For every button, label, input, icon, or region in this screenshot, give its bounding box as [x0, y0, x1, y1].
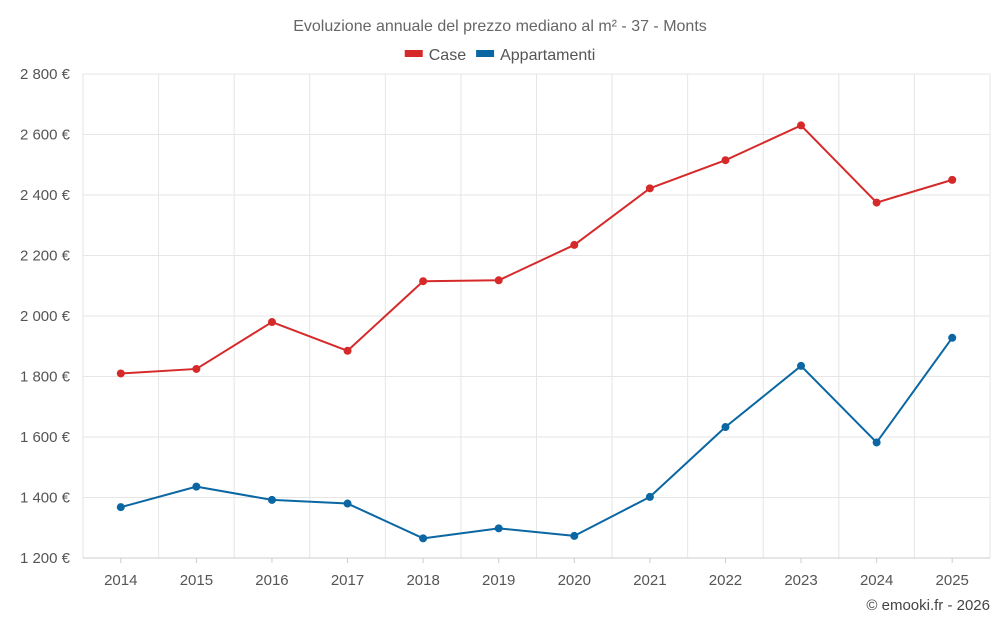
legend-item-case[interactable]: Case: [404, 47, 466, 64]
x-tick-label: 2025: [936, 572, 969, 589]
x-tick-label: 2022: [709, 572, 742, 589]
y-tick-label: 1 400 €: [20, 490, 71, 507]
data-point-case[interactable]: [797, 121, 806, 130]
x-tick-label: 2018: [406, 572, 439, 589]
data-point-case[interactable]: [570, 240, 579, 249]
data-point-case[interactable]: [872, 198, 881, 207]
x-tick-label: 2014: [104, 572, 137, 589]
x-tick-label: 2024: [860, 572, 893, 589]
data-point-appartamenti[interactable]: [797, 361, 806, 370]
y-tick-label: 1 800 €: [20, 369, 71, 386]
y-tick-label: 1 200 €: [20, 550, 71, 567]
data-point-appartamenti[interactable]: [267, 495, 276, 504]
series-line-case: [120, 124, 953, 375]
data-point-appartamenti[interactable]: [872, 438, 881, 447]
y-tick-label: 1 600 €: [20, 429, 71, 446]
x-tick-label: 2020: [558, 572, 591, 589]
series-line-appartamenti: [120, 337, 954, 540]
legend-item-appartamenti[interactable]: Appartamenti: [476, 47, 595, 64]
data-point-case[interactable]: [343, 346, 352, 355]
chart-title: Evoluzione annuale del prezzo mediano al…: [293, 18, 707, 35]
data-point-appartamenti[interactable]: [343, 499, 352, 508]
data-point-appartamenti[interactable]: [192, 482, 201, 491]
legend-label: Case: [429, 47, 466, 64]
grid: [82, 73, 991, 559]
data-point-case[interactable]: [948, 175, 957, 184]
data-point-case[interactable]: [267, 318, 276, 327]
data-point-appartamenti[interactable]: [494, 524, 503, 533]
y-tick-label: 2 200 €: [20, 248, 71, 265]
legend[interactable]: Case Appartamenti: [404, 47, 596, 64]
x-tick-label: 2019: [482, 572, 515, 589]
data-point-case[interactable]: [494, 276, 503, 285]
data-point-case[interactable]: [721, 156, 730, 165]
data-point-appartamenti[interactable]: [948, 333, 957, 342]
x-tick-label: 2021: [633, 572, 666, 589]
legend-label: Appartamenti: [500, 47, 595, 64]
data-point-appartamenti[interactable]: [721, 423, 730, 432]
y-axis: 1 200 € 1 400 € 1 600 € 1 800 € 2 000 € 2 200…: [20, 66, 71, 567]
x-tick-label: 2017: [331, 572, 364, 589]
data-point-case[interactable]: [192, 364, 201, 373]
series-case: [116, 121, 957, 378]
data-point-appartamenti[interactable]: [570, 531, 579, 540]
series: [116, 121, 957, 543]
y-tick-label: 2 800 €: [20, 66, 71, 83]
legend-swatch: [476, 50, 495, 57]
data-point-appartamenti[interactable]: [116, 503, 125, 512]
y-tick-label: 2 400 €: [20, 187, 71, 204]
x-tick-label: 2016: [255, 572, 288, 589]
data-point-case[interactable]: [419, 277, 428, 286]
credit-text: © emooki.fr - 2026: [866, 597, 990, 614]
legend-swatch: [404, 50, 423, 57]
data-point-case[interactable]: [645, 184, 654, 193]
series-appartamenti: [116, 333, 957, 543]
x-tick-label: 2015: [180, 572, 213, 589]
x-axis: 2014 2015 2016 2017 2018 2019 2020 2021 2022 2023…: [104, 558, 969, 589]
data-point-case[interactable]: [116, 369, 125, 378]
y-tick-label: 2 600 €: [20, 127, 71, 144]
y-tick-label: 2 000 €: [20, 308, 71, 325]
data-point-appartamenti[interactable]: [645, 492, 654, 501]
data-point-appartamenti[interactable]: [419, 534, 428, 543]
x-tick-label: 2023: [784, 572, 817, 589]
